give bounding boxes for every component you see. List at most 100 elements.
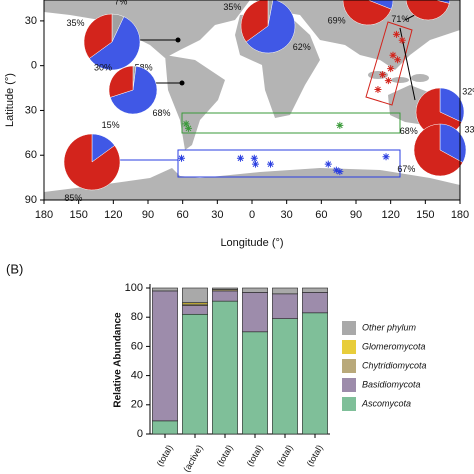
legend-label: Glomeromycota bbox=[362, 341, 426, 351]
x-tick-label: 120 bbox=[381, 209, 399, 221]
y-tick-label: 0 bbox=[137, 428, 143, 440]
y-tick-label: 30 bbox=[25, 104, 37, 116]
site-marker bbox=[236, 154, 244, 162]
x-tick-label: 60 bbox=[177, 209, 189, 221]
x-axis-title: Longitude (°) bbox=[220, 237, 283, 249]
bar-layer: 0 20 40 60 80 100 (total) (active) (total) (total… bbox=[125, 282, 427, 474]
site-dot bbox=[179, 80, 185, 86]
north-america bbox=[44, 0, 250, 58]
pie-label: 69% bbox=[328, 16, 346, 26]
pie-label: 15% bbox=[102, 120, 120, 130]
site-marker bbox=[398, 36, 406, 44]
pie-label: 35% bbox=[223, 2, 241, 12]
legend-label: Other phylum bbox=[362, 322, 417, 332]
pie-label: 58% bbox=[135, 63, 153, 73]
legend-swatch bbox=[342, 397, 356, 411]
x-tick-label: 180 bbox=[451, 209, 469, 221]
antarctica bbox=[44, 168, 460, 200]
x-tick-label: (total) bbox=[275, 443, 295, 468]
x-tick-label: 30 bbox=[211, 209, 223, 221]
bar-segment bbox=[182, 287, 208, 303]
island bbox=[411, 74, 429, 82]
pie-slice bbox=[342, 0, 392, 26]
y-axis-title: Relative Abundance bbox=[113, 312, 124, 408]
legend-swatch bbox=[342, 359, 356, 373]
pie-label: 67% bbox=[397, 164, 415, 174]
bar-segment bbox=[182, 305, 208, 315]
site-marker bbox=[250, 154, 258, 162]
bar-segment bbox=[272, 318, 298, 435]
pie-label: 68% bbox=[400, 126, 418, 136]
region-box bbox=[181, 112, 401, 134]
legend-label: Chytridiomycota bbox=[362, 360, 427, 370]
site-marker bbox=[336, 121, 344, 129]
x-tick-label: 30 bbox=[281, 209, 293, 221]
pie-slice bbox=[83, 13, 113, 59]
y-tick-label: 90 bbox=[25, 194, 37, 206]
y-axis-title: Latitude (°) bbox=[4, 73, 16, 127]
site-marker bbox=[384, 77, 392, 85]
pie-label: 85% bbox=[64, 193, 82, 203]
x-tick-label: 60 bbox=[315, 209, 327, 221]
pie-slice bbox=[88, 16, 141, 71]
x-tick-label: (total) bbox=[305, 443, 325, 468]
x-tick-label: 120 bbox=[104, 209, 122, 221]
y-tick-label: 80 bbox=[131, 311, 143, 323]
y-tick-label: 40 bbox=[131, 370, 143, 382]
site-marker bbox=[266, 160, 274, 168]
pie-slice bbox=[439, 123, 467, 163]
bar-segment bbox=[242, 331, 268, 435]
bar-segment bbox=[212, 300, 238, 435]
site-marker bbox=[374, 86, 382, 94]
x-tick-label: 0 bbox=[249, 209, 255, 221]
site-marker bbox=[332, 166, 340, 174]
legend-swatch bbox=[342, 378, 356, 392]
x-tick-label: (total) bbox=[245, 443, 265, 468]
x-tick-label: 90 bbox=[350, 209, 362, 221]
bar-segment bbox=[212, 290, 238, 302]
pie-label: 7% bbox=[114, 0, 127, 6]
pie-label: 68% bbox=[153, 108, 171, 118]
pie-label: 32% bbox=[462, 87, 474, 97]
pie-slice bbox=[108, 65, 134, 98]
bar-segment bbox=[242, 287, 268, 293]
site-dot bbox=[175, 37, 181, 43]
pie-slice bbox=[413, 123, 464, 177]
legend-swatch bbox=[342, 340, 356, 354]
y-tick-label: 20 bbox=[131, 399, 143, 411]
site-marker bbox=[379, 71, 387, 79]
bar-segment bbox=[302, 292, 328, 314]
legend-swatch bbox=[342, 321, 356, 335]
pie-slice bbox=[63, 133, 121, 191]
bar-segment bbox=[302, 312, 328, 435]
y-tick-label: 60 bbox=[25, 149, 37, 161]
site-marker bbox=[382, 153, 390, 161]
pie-slice bbox=[405, 0, 450, 21]
map-layer: 180 150 120 90 60 30 0 30 60 90 120 150 180 90 60 30 0 30… bbox=[25, 0, 474, 221]
pie-slice bbox=[245, 0, 296, 54]
x-tick-label: (total) bbox=[155, 443, 175, 468]
bar-segment bbox=[272, 287, 298, 295]
bar-segment bbox=[212, 287, 238, 290]
site-marker bbox=[324, 160, 332, 168]
pie-label: 33% bbox=[465, 125, 474, 135]
bar-segment bbox=[182, 313, 208, 435]
site-marker bbox=[387, 65, 395, 73]
bar-segment bbox=[302, 287, 328, 293]
x-tick-label: 90 bbox=[142, 209, 154, 221]
bar-segment bbox=[152, 287, 178, 292]
legend-label: Ascomycota bbox=[361, 398, 411, 408]
site-marker bbox=[389, 51, 397, 59]
bar-segment bbox=[152, 290, 178, 422]
island bbox=[391, 77, 409, 83]
bar-segment bbox=[242, 292, 268, 333]
panel-label: (B) bbox=[6, 261, 23, 276]
x-tick-label: (total) bbox=[215, 443, 235, 468]
site-marker bbox=[182, 120, 190, 128]
region-box bbox=[365, 21, 413, 106]
bar-segment bbox=[152, 420, 178, 435]
x-tick-label: (active) bbox=[181, 443, 204, 474]
site-marker bbox=[394, 56, 402, 64]
site-marker bbox=[178, 154, 186, 162]
